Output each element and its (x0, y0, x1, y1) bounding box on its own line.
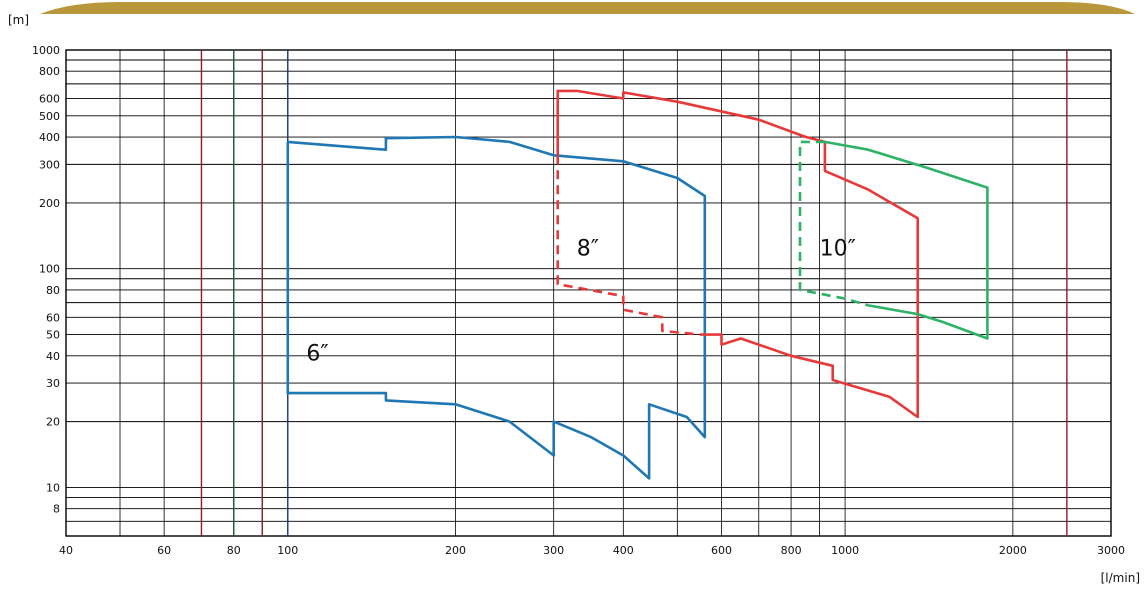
x-tick-label: 3000 (1097, 544, 1125, 557)
x-tick-label: 100 (277, 544, 298, 557)
series-line-dashed (798, 140, 869, 307)
series-layer (286, 89, 989, 480)
y-tick-label: 10 (46, 481, 60, 494)
series-line (556, 89, 919, 419)
series-line (286, 135, 707, 480)
y-tick-label: 800 (39, 65, 60, 78)
x-tick-label: 800 (781, 544, 802, 557)
series-line (824, 140, 989, 340)
series-labels: 6″ 8″ 10″ (306, 236, 855, 366)
y-tick-label: 300 (39, 158, 60, 171)
y-tick-label: 50 (46, 329, 60, 342)
y-tick-label: 100 (39, 263, 60, 276)
series-line-dashed (556, 155, 701, 336)
y-tick-label: 80 (46, 284, 60, 297)
series-1 (286, 135, 707, 480)
series-label: 8″ (577, 236, 599, 261)
y-tick-label: 600 (39, 93, 60, 106)
x-tick-label: 300 (543, 544, 564, 557)
x-tick-label: 80 (227, 544, 241, 557)
y-tick-label: 1000 (32, 44, 60, 57)
x-tick-label: 600 (711, 544, 732, 557)
y-tick-label: 200 (39, 197, 60, 210)
x-tick-label: 400 (613, 544, 634, 557)
y-tick-label: 30 (46, 377, 60, 390)
x-tick-label: 40 (59, 544, 73, 557)
plot-frame (65, 49, 1112, 537)
tick-labels: 40 60 80 100 200 300 400 600 800 1000 2000 3000 8 10 2… (32, 44, 1125, 557)
x-tick-label: 60 (157, 544, 171, 557)
y-tick-label: 60 (46, 311, 60, 324)
y-tick-label: 400 (39, 131, 60, 144)
series-2 (556, 89, 919, 419)
series-label: 10″ (820, 236, 856, 261)
y-tick-label: 8 (53, 503, 60, 516)
x-tick-label: 200 (445, 544, 466, 557)
y-tick-label: 500 (39, 110, 60, 123)
grid (65, 49, 1112, 537)
series-3 (798, 140, 989, 340)
x-axis-unit: [l/min] (1101, 571, 1140, 585)
series-label: 6″ (306, 342, 328, 367)
x-tick-label: 1000 (831, 544, 859, 557)
x-tick-label: 2000 (999, 544, 1027, 557)
y-tick-label: 20 (46, 416, 60, 429)
header-band (40, 2, 1135, 14)
y-axis-unit: [m] (8, 13, 29, 27)
y-tick-label: 40 (46, 350, 60, 363)
